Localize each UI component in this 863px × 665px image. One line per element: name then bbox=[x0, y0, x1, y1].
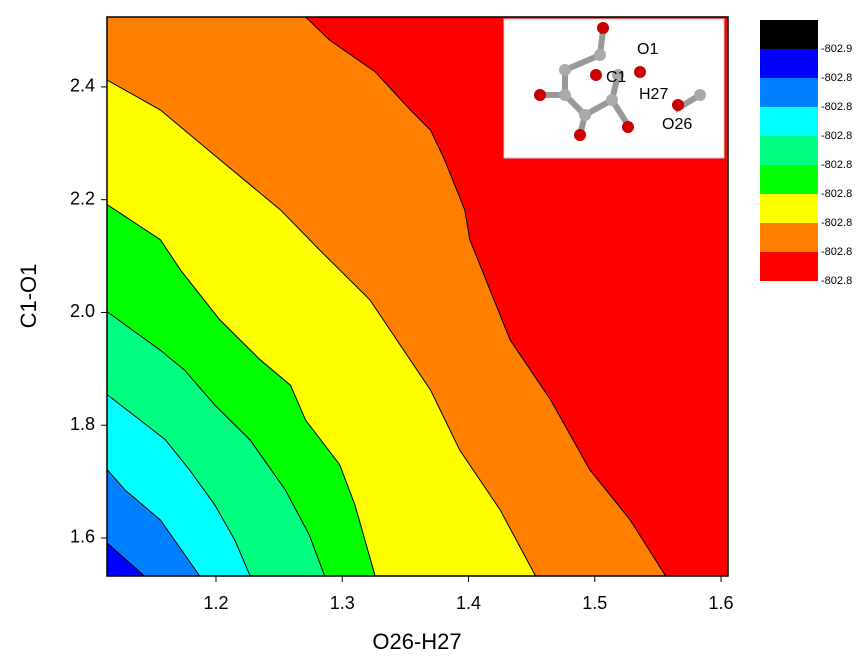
molecule-inset: O1 C1 H27 O26 bbox=[504, 19, 724, 158]
y-tick-label: 1.6 bbox=[70, 527, 95, 547]
inset-label: O1 bbox=[637, 41, 658, 58]
y-tick-label: 2.0 bbox=[70, 301, 95, 321]
y-axis-title: C1-O1 bbox=[16, 264, 41, 329]
legend-swatch bbox=[760, 78, 818, 107]
legend-label: -802.8 bbox=[821, 72, 852, 84]
legend-swatch bbox=[760, 136, 818, 165]
legend-label: -802.8 bbox=[821, 246, 852, 258]
y-tick-label: 2.2 bbox=[70, 188, 95, 208]
legend-swatch bbox=[760, 223, 818, 252]
legend-label: -802.8 bbox=[821, 101, 852, 113]
legend-label: -802.8 bbox=[821, 275, 852, 287]
x-tick-label: 1.5 bbox=[582, 593, 607, 613]
x-tick-label: 1.6 bbox=[709, 593, 734, 613]
legend-label: -802.8 bbox=[821, 188, 852, 200]
legend-label: -802.8 bbox=[821, 159, 852, 171]
legend-label: -802.8 bbox=[821, 217, 852, 229]
y-tick-label: 1.8 bbox=[70, 414, 95, 434]
legend-label: -802.9 bbox=[821, 43, 852, 55]
inset-label: O26 bbox=[662, 116, 692, 133]
legend-swatch bbox=[760, 49, 818, 78]
x-tick-label: 1.4 bbox=[456, 593, 481, 613]
chart: O1 C1 H27 O26 O26-H27 C1-O1 1.2 1.3 1.4 1.5… bbox=[0, 0, 863, 660]
legend-swatch bbox=[760, 252, 818, 281]
legend-swatch bbox=[760, 165, 818, 194]
legend-swatch bbox=[760, 20, 818, 49]
x-tick-label: 1.2 bbox=[203, 593, 228, 613]
legend-swatch bbox=[760, 194, 818, 223]
legend-label: -802.8 bbox=[821, 130, 852, 142]
x-axis-title: O26-H27 bbox=[372, 629, 461, 654]
y-tick-label: 2.4 bbox=[70, 76, 95, 96]
inset-label: C1 bbox=[606, 69, 627, 86]
x-tick-label: 1.3 bbox=[330, 593, 355, 613]
inset-label: H27 bbox=[639, 86, 668, 103]
legend-swatch bbox=[760, 107, 818, 136]
